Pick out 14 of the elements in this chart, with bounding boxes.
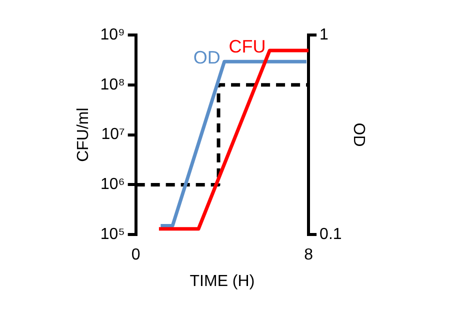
series-label: CFU xyxy=(228,36,266,56)
y2-axis-title: OD xyxy=(350,122,367,147)
series-label: OD xyxy=(193,48,220,68)
y-axis-title: CFU/ml xyxy=(75,108,92,162)
y2-tick-label: 0.1 xyxy=(320,226,342,244)
y-tick-label: 10⁵ xyxy=(100,226,125,244)
y-tick-label: 10⁶ xyxy=(100,176,125,194)
x-tick-label: 0 xyxy=(131,246,140,264)
x-axis-title: TIME (H) xyxy=(190,272,255,290)
y2-tick-label: 1 xyxy=(320,26,329,44)
x-tick-label: 8 xyxy=(304,246,314,264)
y-tick-label: 10⁹ xyxy=(100,26,125,44)
y-tick-label: 10⁷ xyxy=(101,126,126,144)
y-tick-label: 10⁸ xyxy=(100,76,125,94)
